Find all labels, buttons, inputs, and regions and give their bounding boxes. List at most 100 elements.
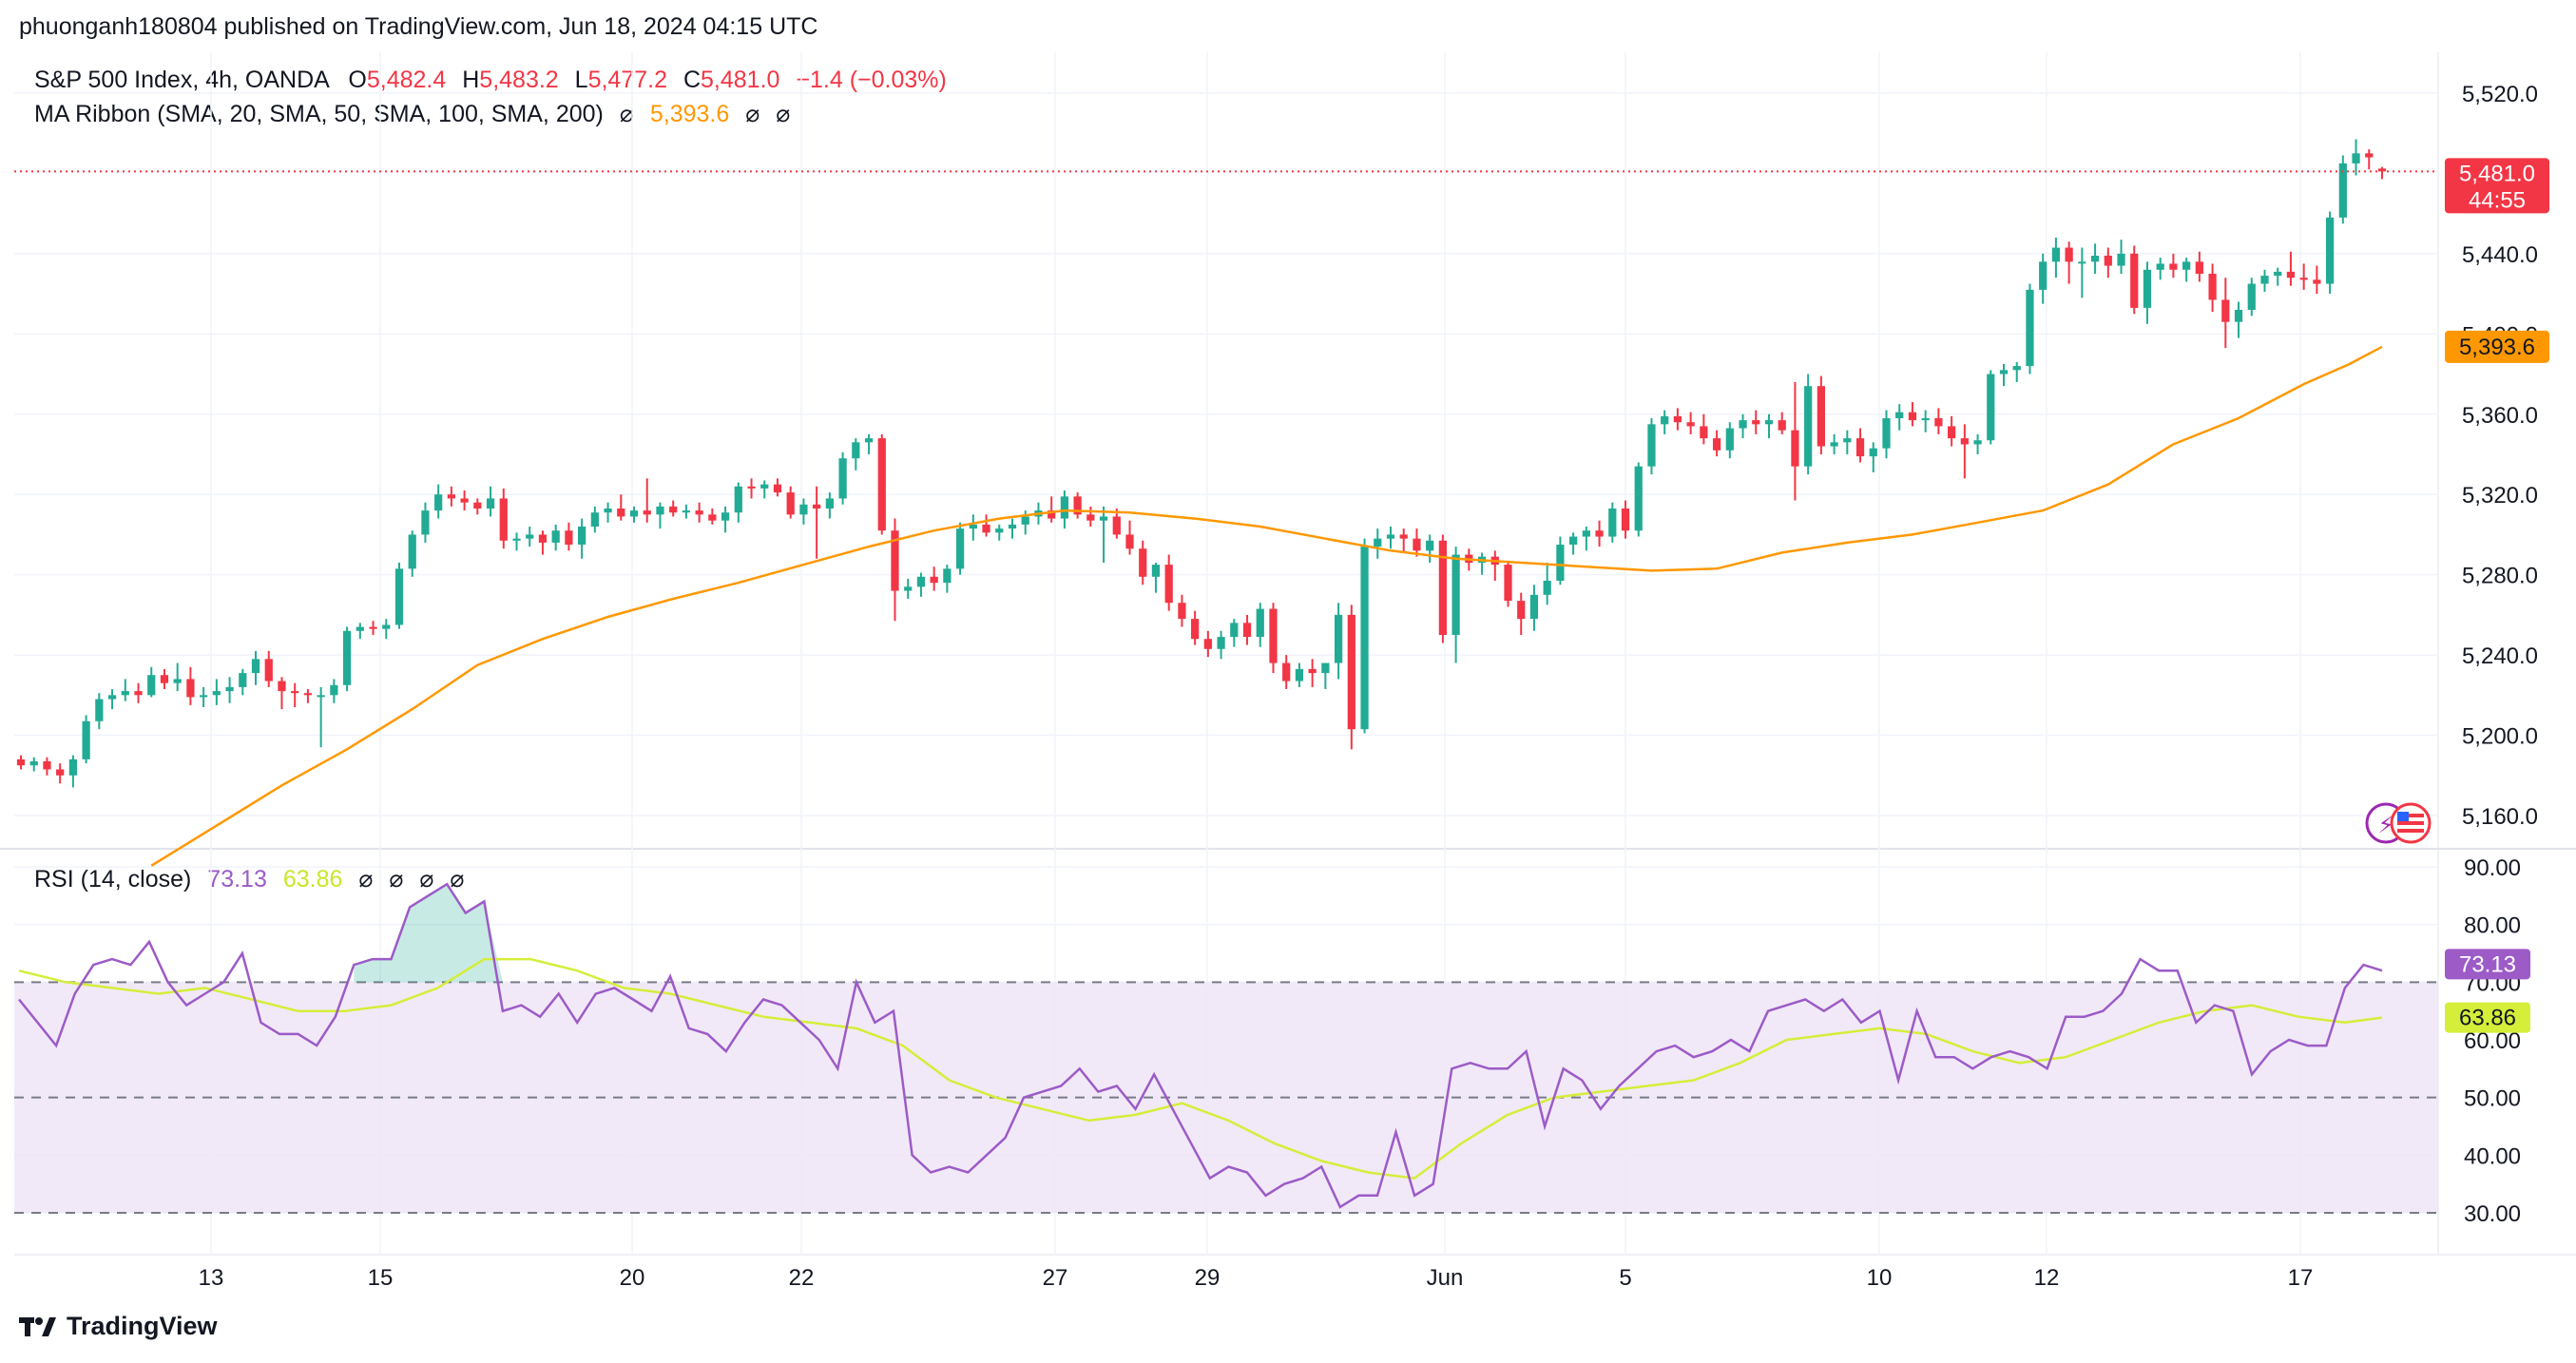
candle-body (512, 538, 521, 541)
candle-body (1517, 601, 1526, 620)
candle-body (1347, 614, 1355, 730)
price-tick-label: 5,320.0 (2462, 483, 2538, 509)
candle-body (695, 510, 703, 515)
empty-value-icon: ⌀ (389, 866, 404, 893)
candle-body (1934, 418, 1943, 427)
candle-body (1451, 554, 1460, 635)
price-badge-countdown: 44:55 (2469, 187, 2526, 213)
rsi-tick-label: 50.00 (2464, 1086, 2521, 1112)
candle-body (538, 534, 548, 543)
candle-body (1360, 547, 1369, 730)
candle-body (186, 679, 195, 698)
candle-body (160, 675, 169, 683)
candle-body (251, 659, 260, 674)
rsi-legend[interactable]: RSI (14, close) 73.13 63.86 ⌀ ⌀ ⌀ ⌀ (34, 865, 464, 893)
candle-body (2130, 253, 2139, 308)
candle-body (2026, 289, 2034, 367)
ma-badge-value: 5,393.6 (2459, 335, 2535, 360)
time-tick-label: 10 (1867, 1265, 1893, 1291)
time-tick-label: 29 (1195, 1265, 1221, 1291)
candle-body (2182, 261, 2191, 270)
price-tick-label: 5,520.0 (2462, 82, 2538, 107)
ma-polyline (150, 345, 2383, 867)
candle-body (1073, 496, 1082, 515)
candle-body (330, 684, 338, 696)
candle-body (1191, 619, 1200, 640)
candle-body (1895, 412, 1904, 418)
candle-body (173, 679, 182, 683)
candle-body (121, 691, 129, 696)
candle-body (1817, 386, 1825, 447)
change-value: −1.4 (−0.03%) (796, 67, 947, 93)
candle-body (1608, 509, 1617, 537)
time-tick-label: 15 (368, 1265, 394, 1291)
candle-body (2299, 278, 2308, 280)
candle-body (408, 534, 416, 569)
candle-body (955, 528, 965, 569)
candle-body (2039, 261, 2047, 290)
candle-body (526, 534, 534, 539)
candle-body (1308, 668, 1317, 674)
candle-body (1778, 420, 1786, 431)
ma-line (150, 345, 2383, 867)
low-label: L (574, 67, 588, 93)
close-label: C (682, 67, 702, 93)
empty-value-icon: ⌀ (419, 866, 434, 893)
candle-body (2169, 263, 2178, 270)
candle-body (1855, 438, 1865, 457)
ma-legend[interactable]: MA Ribbon (SMA, 20, SMA, 50, SMA, 100, S… (34, 100, 790, 128)
empty-value-icon: ⌀ (358, 866, 374, 893)
rsi-ma-polyline (18, 957, 2383, 1180)
candle-body (2260, 276, 2269, 284)
candle-body (2065, 247, 2073, 262)
candle-body (1413, 538, 1421, 551)
candle-body (95, 699, 104, 721)
rsi-badge-value: 73.13 (2459, 951, 2516, 977)
candle-body (1334, 614, 1343, 663)
candle-body (617, 509, 625, 517)
candle-body (1725, 428, 1734, 451)
candle-body (1256, 608, 1264, 638)
candle-body (2313, 279, 2321, 284)
high-label: H (462, 67, 480, 93)
high-value: 5,483.2 (479, 67, 559, 93)
time-tick-label: 13 (199, 1265, 224, 1291)
published-header: phuonganh180804 published on TradingView… (19, 13, 818, 40)
candle-body (825, 498, 834, 509)
candle-body (264, 659, 273, 682)
candle-body (2377, 168, 2387, 172)
event-icons[interactable]: ⚡ (2365, 802, 2432, 844)
candle-body (1973, 440, 1982, 445)
candle-body (1048, 510, 1056, 519)
low-value: 5,477.2 (587, 67, 667, 93)
candle-body (1151, 565, 1161, 577)
rsi-band (14, 981, 2438, 1214)
candle-body (1804, 386, 1813, 467)
ma-label[interactable]: MA Ribbon (SMA, 20, SMA, 50, SMA, 100, S… (34, 101, 604, 127)
candle-body (604, 509, 612, 513)
candle-body (943, 568, 952, 584)
candle-body (864, 438, 874, 443)
candle-body (799, 504, 808, 515)
candle-body (447, 494, 456, 499)
candle-body (578, 527, 586, 545)
rsi-label[interactable]: RSI (14, close) (34, 866, 192, 893)
time-axis[interactable]: 13 15 20 22 27 29 Jun 5 10 12 17 (199, 1265, 2314, 1291)
candle-body (891, 530, 899, 591)
candle-body (1700, 426, 1708, 439)
empty-value-icon: ⌀ (619, 101, 634, 127)
rsi-badge: 73.13 (2445, 949, 2530, 980)
tradingview-logo-icon (19, 1316, 56, 1336)
candle-body (1008, 524, 1017, 529)
candle-body (760, 484, 769, 489)
candle-body (1099, 516, 1108, 521)
tradingview-logo[interactable]: TradingView (19, 1312, 218, 1341)
candle-body (1752, 420, 1760, 425)
price-axis[interactable]: 5,520.05,440.05,400.05,360.05,320.05,280… (2462, 82, 2538, 830)
symbol-name[interactable]: S&P 500 Index, 4h, OANDA (34, 67, 329, 93)
candle-body (434, 494, 443, 511)
symbol-legend[interactable]: S&P 500 Index, 4h, OANDA O5,482.4 H5,483… (34, 67, 947, 94)
candle-body (134, 691, 143, 696)
